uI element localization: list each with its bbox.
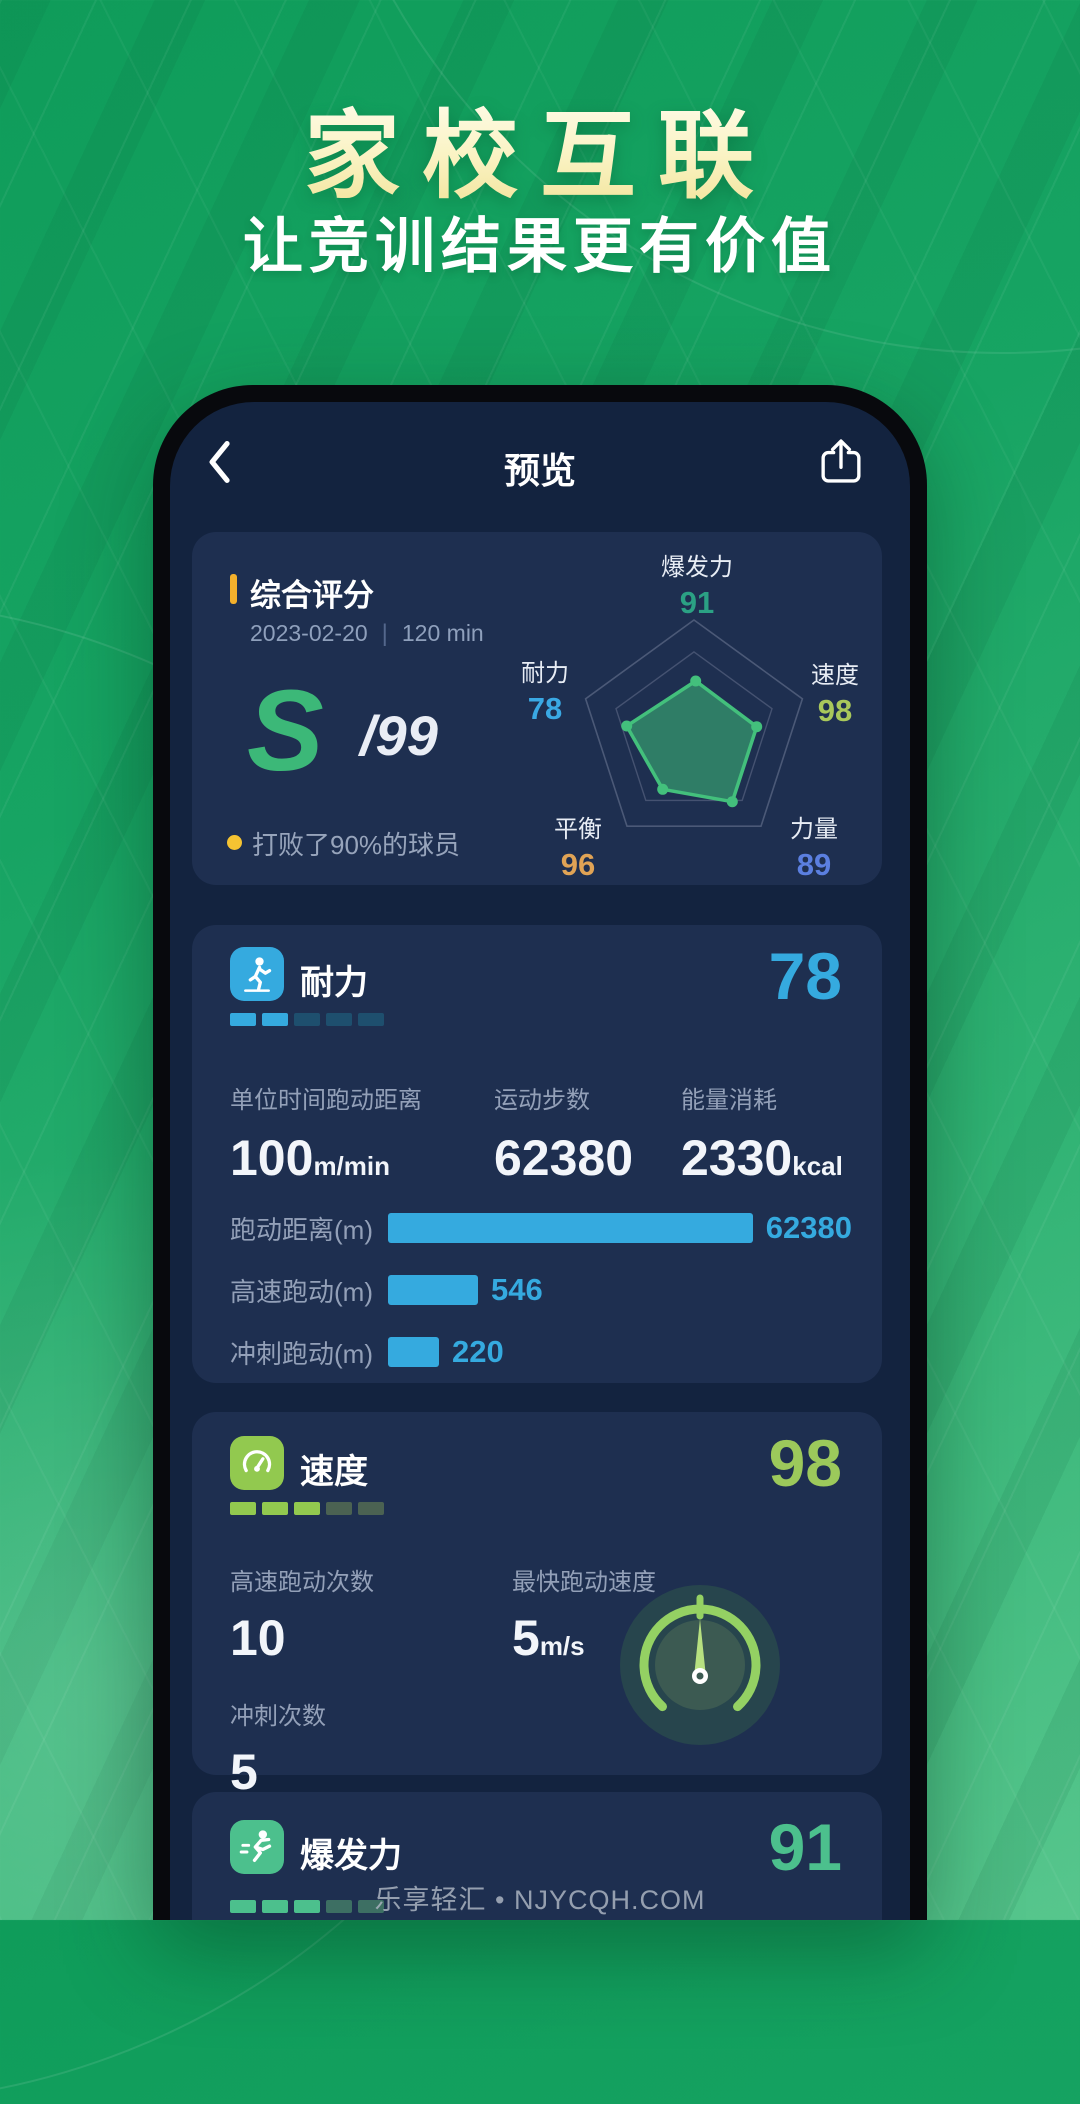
bar-sprint xyxy=(388,1337,439,1367)
sprinting-person-icon xyxy=(239,1830,272,1862)
radar-axis-power: 爆发力 91 xyxy=(661,554,733,620)
overall-score-card: 综合评分 2023-02-20 | 120 min S /99 打败了90%的球员 xyxy=(192,532,882,885)
progress-segment xyxy=(230,1013,256,1026)
endurance-stats: 单位时间跑动距离 100m/min 运动步数 62380 能量消耗 2330kc… xyxy=(230,1080,843,1187)
power-score: 91 xyxy=(768,1810,842,1884)
radar-svg xyxy=(584,619,804,828)
grade-letter: S xyxy=(247,667,324,795)
bar-total-distance xyxy=(387,1213,753,1243)
endurance-title: 耐力 xyxy=(300,964,368,1002)
gauge-svg xyxy=(620,1585,780,1745)
progress-segment xyxy=(358,1900,384,1913)
progress-segment xyxy=(294,1013,320,1026)
speed-title: 速度 xyxy=(300,1453,368,1491)
session-date-line: 2023-02-20 | 120 min xyxy=(250,620,484,648)
power-icon xyxy=(230,1820,284,1874)
beat-percentage-text: 打败了90%的球员 xyxy=(252,830,461,860)
endurance-score: 78 xyxy=(768,939,842,1013)
power-title: 爆发力 xyxy=(300,1837,402,1875)
speed-card: 速度 98 高速跑动次数 10 最快跑动速度 5m/s 冲刺次数 5 xyxy=(192,1412,882,1800)
share-button[interactable] xyxy=(820,437,862,485)
stat-sprint-count: 冲刺次数 5 xyxy=(230,1703,326,1800)
radar-axis-balance: 平衡 96 xyxy=(554,816,602,882)
stat-top-speed: 最快跑动速度 5m/s xyxy=(512,1569,656,1666)
radar-axis-strength: 力量 89 xyxy=(790,816,838,882)
speed-gauge xyxy=(618,1583,782,1747)
overall-score-title: 综合评分 xyxy=(250,578,374,613)
progress-segment xyxy=(294,1502,320,1515)
bar-high-speed xyxy=(388,1275,478,1305)
bar-row-total-distance: 跑动距离(m) 62380 xyxy=(230,1210,852,1245)
progress-segment xyxy=(358,1502,384,1515)
stat-steps: 运动步数 62380 xyxy=(494,1087,634,1186)
progress-segment xyxy=(326,1502,352,1515)
walking-person-icon xyxy=(244,957,272,992)
watermark-text: 乐享轻汇 • NJYCQH.COM xyxy=(374,1885,706,1915)
endurance-card: 耐力 78 单位时间跑动距离 100m/min 运动步数 62380 能量消耗 … xyxy=(192,925,882,1383)
progress-segment xyxy=(358,1013,384,1026)
stat-high-speed-runs: 高速跑动次数 10 xyxy=(230,1569,374,1666)
session-duration: 120 min xyxy=(401,620,484,646)
progress-segment xyxy=(262,1900,288,1913)
progress-segment xyxy=(294,1900,320,1913)
endurance-icon xyxy=(230,947,284,1001)
speed-icon xyxy=(230,1436,284,1490)
back-button[interactable] xyxy=(204,439,234,485)
date-separator: | xyxy=(381,620,388,647)
page-title: 预览 xyxy=(503,450,576,491)
progress-segment xyxy=(326,1900,352,1913)
app-header: 预览 xyxy=(170,435,910,491)
progress-segment xyxy=(230,1900,256,1913)
phone-mockup: 预览 综合评分 2023-02-20 | 120 min S /99 打败了90%的… xyxy=(153,385,927,1920)
hero-subtitle: 让竞训结果更有价值 xyxy=(243,213,837,280)
progress-segment xyxy=(262,1502,288,1515)
progress-segment xyxy=(326,1013,352,1026)
stat-energy: 能量消耗 2330kcal xyxy=(681,1087,843,1186)
progress-segment xyxy=(262,1013,288,1026)
speed-progress-segments xyxy=(230,1502,384,1515)
grade-total: /99 xyxy=(360,704,438,767)
bar-row-sprint: 冲刺跑动(m) 220 xyxy=(230,1334,504,1369)
radar-axis-endurance: 耐力 78 xyxy=(521,660,569,726)
power-progress-segments xyxy=(230,1900,384,1913)
back-chevron-icon xyxy=(204,441,234,489)
radar-chart: 爆发力 91 速度 98 力量 89 平衡 96 耐力 78 xyxy=(512,554,872,882)
share-icon xyxy=(820,439,862,489)
endurance-progress-segments xyxy=(230,1013,384,1026)
radar-axis-speed: 速度 98 xyxy=(811,662,859,728)
stat-distance-per-time: 单位时间跑动距离 100m/min xyxy=(230,1087,422,1186)
speed-score: 98 xyxy=(768,1426,842,1500)
speedometer-icon xyxy=(242,1450,272,1473)
bullet-dot xyxy=(227,835,242,850)
progress-segment xyxy=(230,1502,256,1515)
title-accent-bar xyxy=(230,574,237,604)
hero-title: 家校互联 xyxy=(0,78,1080,217)
app-screen: 预览 综合评分 2023-02-20 | 120 min S /99 打败了90%的… xyxy=(170,402,910,1920)
power-card: 爆发力 91 xyxy=(192,1792,882,1920)
session-date: 2023-02-20 xyxy=(250,620,368,646)
running-distance-bars: 跑动距离(m) 62380 高速跑动(m) 546 冲刺跑动(m) 220 xyxy=(230,1197,852,1383)
bar-row-high-speed: 高速跑动(m) 546 xyxy=(230,1272,543,1307)
